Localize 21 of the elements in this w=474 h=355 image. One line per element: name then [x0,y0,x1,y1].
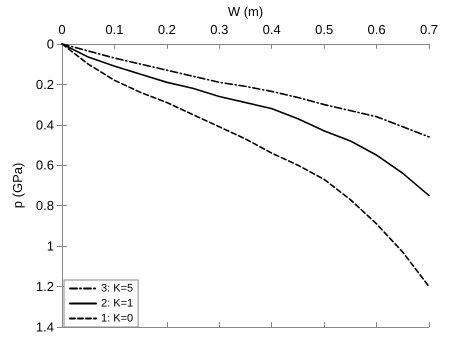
y-tick-label: 0.8 [36,198,54,214]
x-tick-label: 0.5 [315,22,334,37]
x-axis-title: W (m) [228,4,264,19]
legend-label: 3: K=5 [101,282,134,294]
y-tick-label: 0.2 [36,76,54,92]
legend-label: 1: K=0 [101,312,134,324]
x-tick-label: 0.4 [262,22,281,37]
y-tick-label: 1 [46,238,54,254]
x-tick-label: 0.3 [210,22,228,37]
legend-label: 2: K=1 [101,298,134,310]
x-tick-label: 0 [58,22,66,37]
x-tick-label: 0.7 [420,22,438,37]
y-tick-label: 1.2 [36,279,54,294]
y-tick-label: 0.4 [36,117,54,132]
y-tick-label: 1.4 [36,320,54,334]
x-tick-label: 0.6 [368,22,386,37]
y-tick-label: 0.6 [36,158,54,173]
y-axis-title: p (GPa) [10,162,25,208]
x-tick-label: 0.1 [105,22,124,37]
y-tick-label: 0 [46,36,54,52]
x-tick-label: 0.2 [158,22,176,37]
